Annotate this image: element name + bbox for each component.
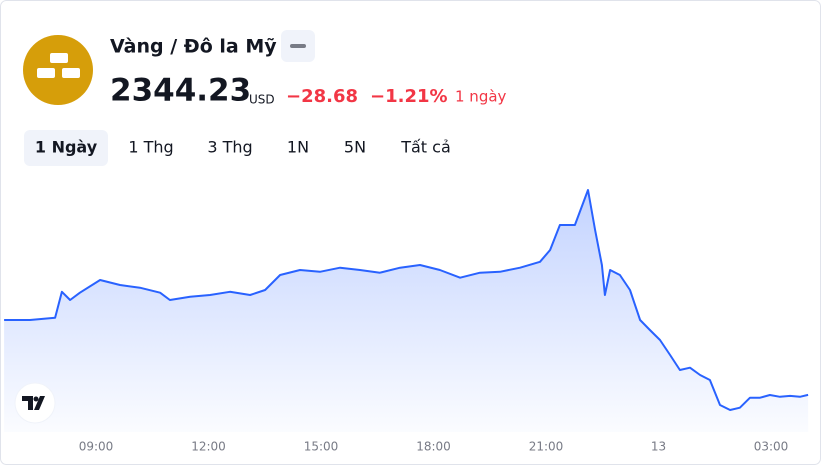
tab[interactable]: 5N xyxy=(344,138,366,157)
x-tick-label: 12:00 xyxy=(191,440,226,454)
tab[interactable]: 3 Thg xyxy=(207,138,252,157)
change-percent: −1.21% xyxy=(370,86,448,107)
x-tick-label: 21:00 xyxy=(529,440,564,454)
price-line xyxy=(4,189,809,411)
tab[interactable]: 1N xyxy=(287,138,309,157)
area xyxy=(4,190,809,432)
x-tick-label: 13 xyxy=(651,440,666,454)
logo xyxy=(23,35,93,105)
change: −28.68 xyxy=(286,86,358,107)
tv-logo[interactable] xyxy=(14,382,56,424)
x-tick-label: 09:00 xyxy=(79,440,114,454)
title: Vàng / Đô la Mỹ xyxy=(110,36,277,58)
x-tick-label: 15:00 xyxy=(304,440,339,454)
tab[interactable]: Tất cả xyxy=(400,138,451,157)
x-tick-label: 03:00 xyxy=(754,440,789,454)
price: 2344.23 xyxy=(110,73,251,109)
tab-selected-bg xyxy=(24,130,108,166)
period: 1 ngày xyxy=(455,88,507,106)
x-tick-label: 18:00 xyxy=(416,440,451,454)
badge-icon xyxy=(290,44,306,48)
tab[interactable]: 1 Ngày xyxy=(35,138,98,157)
currency: USD xyxy=(249,93,275,107)
tab[interactable]: 1 Thg xyxy=(128,138,173,157)
